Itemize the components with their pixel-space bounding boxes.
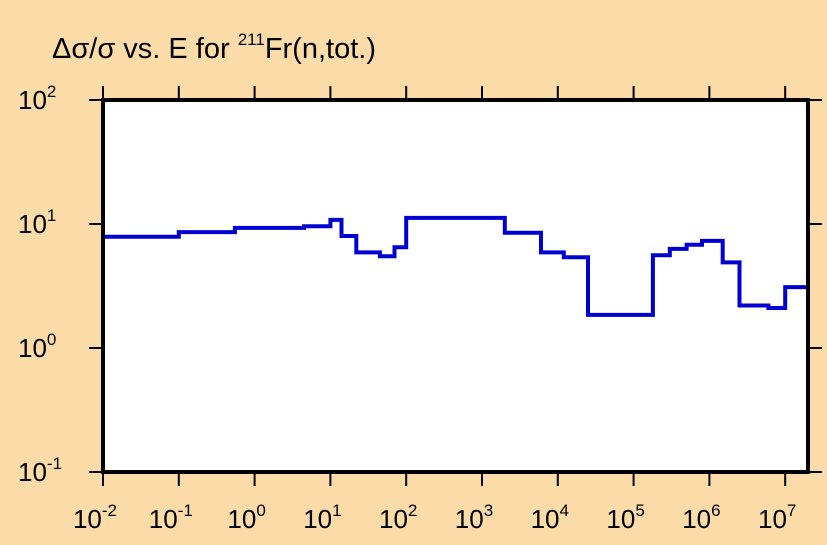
chart-title-suffix: Fr(n,tot.): [265, 33, 376, 65]
x-tick-base: 10: [531, 504, 560, 534]
y-tick-base: 10: [18, 85, 47, 115]
x-tick-exponent: 2: [408, 501, 417, 520]
x-tick-base: 10: [149, 504, 178, 534]
x-tick-labels: 10-2 10-1 100 101 102 103 104 105 106 107: [73, 501, 796, 534]
x-tick-base: 10: [379, 504, 408, 534]
x-tick-label: 104: [531, 501, 569, 534]
x-tick-base: 10: [73, 504, 102, 534]
plot-area: [103, 100, 808, 472]
x-tick-label: 10-1: [149, 501, 193, 534]
x-tick-exponent: 5: [635, 501, 644, 520]
x-tick-label: 105: [606, 501, 644, 534]
y-tick-exponent: 0: [47, 330, 56, 349]
x-tick-base: 10: [606, 504, 635, 534]
chart-title: Δσ/σ vs. E for 211Fr(n,tot.): [52, 30, 376, 65]
y-tick-label: 102: [18, 82, 56, 115]
x-tick-label: 106: [682, 501, 720, 534]
chart-title-text: Δσ/σ vs. E for 211Fr(n,tot.): [52, 30, 376, 65]
x-tick-exponent: -1: [178, 501, 193, 520]
chart-title-superscript: 211: [238, 30, 265, 49]
y-tick-exponent: 1: [47, 206, 56, 225]
plot-frame: [101, 98, 810, 474]
x-tick-base: 10: [303, 504, 332, 534]
x-tick-label: 100: [227, 501, 265, 534]
tick-marks: [89, 86, 822, 486]
series-line-0: [101, 215, 810, 472]
y-tick-exponent: -1: [47, 454, 62, 473]
y-tick-label: 10-1: [18, 454, 62, 487]
series-group: [101, 215, 810, 472]
x-tick-exponent: -2: [102, 501, 117, 520]
x-tick-base: 10: [227, 504, 256, 534]
x-tick-exponent: 3: [484, 501, 493, 520]
x-tick-base: 10: [682, 504, 711, 534]
x-tick-label: 102: [379, 501, 417, 534]
x-tick-exponent: 7: [787, 501, 796, 520]
x-tick-label: 101: [303, 501, 341, 534]
y-tick-base: 10: [18, 209, 47, 239]
y-tick-base: 10: [18, 333, 47, 363]
x-tick-label: 10-2: [73, 501, 117, 534]
x-tick-label: 103: [455, 501, 493, 534]
y-tick-exponent: 2: [47, 82, 56, 101]
x-tick-base: 10: [758, 504, 787, 534]
x-tick-exponent: 1: [332, 501, 341, 520]
y-tick-base: 10: [18, 457, 47, 487]
x-tick-exponent: 0: [256, 501, 265, 520]
y-tick-label: 101: [18, 206, 56, 239]
y-tick-label: 100: [18, 330, 56, 363]
x-tick-exponent: 4: [560, 501, 569, 520]
x-tick-label: 107: [758, 501, 796, 534]
chart-title-main: Δσ/σ vs. E for: [52, 33, 238, 65]
x-tick-exponent: 6: [711, 501, 720, 520]
x-tick-base: 10: [455, 504, 484, 534]
